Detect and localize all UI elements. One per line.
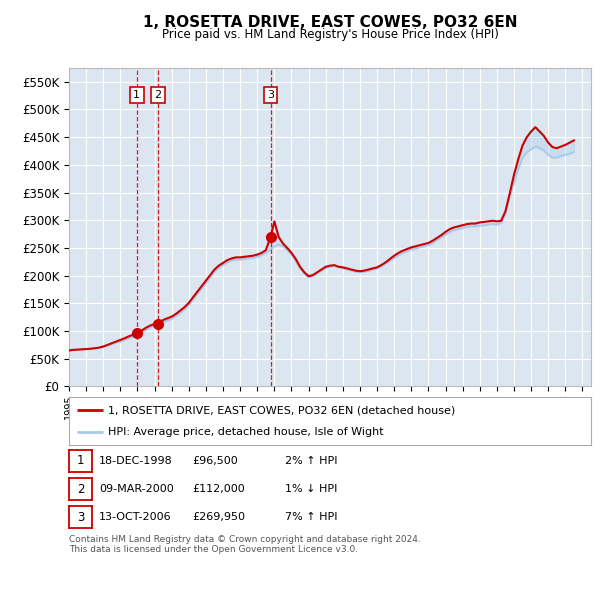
Text: 1, ROSETTA DRIVE, EAST COWES, PO32 6EN (detached house): 1, ROSETTA DRIVE, EAST COWES, PO32 6EN (… — [108, 405, 455, 415]
Text: 09-MAR-2000: 09-MAR-2000 — [99, 484, 174, 494]
Text: 1% ↓ HPI: 1% ↓ HPI — [285, 484, 337, 494]
Text: 18-DEC-1998: 18-DEC-1998 — [99, 456, 173, 466]
Text: 1: 1 — [133, 90, 140, 100]
Text: Contains HM Land Registry data © Crown copyright and database right 2024.
This d: Contains HM Land Registry data © Crown c… — [69, 535, 421, 554]
Text: Price paid vs. HM Land Registry's House Price Index (HPI): Price paid vs. HM Land Registry's House … — [161, 28, 499, 41]
Text: 3: 3 — [77, 511, 84, 524]
Text: 2: 2 — [154, 90, 161, 100]
Text: 1: 1 — [77, 454, 84, 467]
Text: £269,950: £269,950 — [192, 513, 245, 522]
Text: HPI: Average price, detached house, Isle of Wight: HPI: Average price, detached house, Isle… — [108, 427, 384, 437]
Text: 2% ↑ HPI: 2% ↑ HPI — [285, 456, 337, 466]
Text: £96,500: £96,500 — [192, 456, 238, 466]
Text: 2: 2 — [77, 483, 84, 496]
Text: 1, ROSETTA DRIVE, EAST COWES, PO32 6EN: 1, ROSETTA DRIVE, EAST COWES, PO32 6EN — [143, 15, 517, 30]
Text: 7% ↑ HPI: 7% ↑ HPI — [285, 513, 337, 522]
Text: 3: 3 — [267, 90, 274, 100]
Text: 13-OCT-2006: 13-OCT-2006 — [99, 513, 172, 522]
Text: £112,000: £112,000 — [192, 484, 245, 494]
